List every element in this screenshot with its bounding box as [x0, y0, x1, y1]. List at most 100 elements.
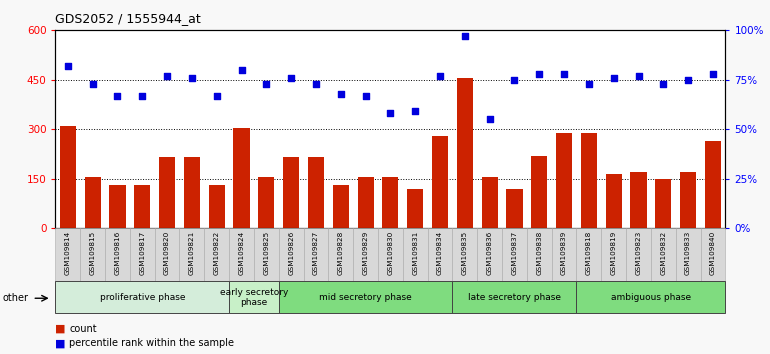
- Bar: [279, 228, 303, 281]
- Text: GSM109828: GSM109828: [338, 230, 343, 275]
- Text: GSM109837: GSM109837: [511, 230, 517, 275]
- Bar: [353, 228, 378, 281]
- Point: [62, 63, 74, 69]
- Bar: [626, 228, 651, 281]
- Text: late secretory phase: late secretory phase: [468, 293, 561, 302]
- Bar: [85, 177, 101, 228]
- Point: [210, 93, 223, 98]
- Bar: [229, 228, 254, 281]
- Point: [434, 73, 446, 79]
- Point: [136, 93, 149, 98]
- Text: GSM109830: GSM109830: [387, 230, 393, 275]
- Bar: [577, 281, 725, 313]
- Point: [335, 91, 347, 96]
- Text: GSM109822: GSM109822: [214, 230, 219, 275]
- Text: count: count: [69, 324, 97, 333]
- Bar: [556, 132, 572, 228]
- Point: [533, 71, 545, 76]
- Bar: [130, 228, 155, 281]
- Bar: [531, 156, 547, 228]
- Point: [112, 93, 124, 98]
- Text: other: other: [2, 293, 28, 303]
- Bar: [378, 228, 403, 281]
- Point: [484, 116, 496, 122]
- Bar: [432, 136, 448, 228]
- Bar: [676, 228, 701, 281]
- Text: GSM109821: GSM109821: [189, 230, 195, 275]
- Text: GSM109816: GSM109816: [115, 230, 120, 275]
- Point: [86, 81, 99, 86]
- Bar: [606, 174, 621, 228]
- Text: GSM109814: GSM109814: [65, 230, 71, 275]
- Point: [608, 75, 620, 80]
- Bar: [60, 126, 76, 228]
- Point: [384, 110, 397, 116]
- Bar: [601, 228, 626, 281]
- Point: [558, 71, 571, 76]
- Text: GSM109825: GSM109825: [263, 230, 270, 275]
- Text: GSM109832: GSM109832: [661, 230, 666, 275]
- Point: [707, 71, 719, 76]
- Point: [161, 73, 173, 79]
- Bar: [457, 78, 473, 228]
- Text: GSM109834: GSM109834: [437, 230, 443, 275]
- Bar: [303, 228, 328, 281]
- Bar: [631, 172, 647, 228]
- Point: [186, 75, 198, 80]
- Text: GSM109827: GSM109827: [313, 230, 319, 275]
- Text: GSM109838: GSM109838: [536, 230, 542, 275]
- Bar: [680, 172, 696, 228]
- Bar: [403, 228, 427, 281]
- Text: GSM109826: GSM109826: [288, 230, 294, 275]
- Bar: [705, 141, 721, 228]
- Bar: [55, 281, 229, 313]
- Point: [360, 93, 372, 98]
- Text: ambiguous phase: ambiguous phase: [611, 293, 691, 302]
- Text: percentile rank within the sample: percentile rank within the sample: [69, 338, 234, 348]
- Text: GSM109835: GSM109835: [462, 230, 468, 275]
- Text: GSM109831: GSM109831: [412, 230, 418, 275]
- Bar: [159, 157, 175, 228]
- Bar: [155, 228, 179, 281]
- Text: GSM109836: GSM109836: [487, 230, 493, 275]
- Point: [236, 67, 248, 73]
- Bar: [357, 177, 373, 228]
- Text: GDS2052 / 1555944_at: GDS2052 / 1555944_at: [55, 12, 201, 25]
- Bar: [233, 127, 249, 228]
- Text: GSM109820: GSM109820: [164, 230, 170, 275]
- Bar: [453, 228, 477, 281]
- Point: [459, 33, 471, 39]
- Bar: [502, 228, 527, 281]
- Bar: [80, 228, 105, 281]
- Bar: [383, 177, 398, 228]
- Point: [657, 81, 669, 86]
- Text: GSM109839: GSM109839: [561, 230, 567, 275]
- Bar: [507, 189, 523, 228]
- Bar: [407, 189, 424, 228]
- Text: mid secretory phase: mid secretory phase: [320, 293, 412, 302]
- Bar: [109, 185, 126, 228]
- Bar: [229, 281, 279, 313]
- Bar: [308, 157, 324, 228]
- Point: [409, 109, 421, 114]
- Point: [632, 73, 644, 79]
- Bar: [209, 185, 225, 228]
- Point: [682, 77, 695, 82]
- Bar: [481, 177, 497, 228]
- Bar: [134, 185, 150, 228]
- Text: GSM109819: GSM109819: [611, 230, 617, 275]
- Bar: [283, 157, 300, 228]
- Text: GSM109824: GSM109824: [239, 230, 245, 275]
- Bar: [577, 228, 601, 281]
- Bar: [204, 228, 229, 281]
- Text: GSM109818: GSM109818: [586, 230, 592, 275]
- Bar: [581, 132, 597, 228]
- Bar: [551, 228, 577, 281]
- Text: GSM109815: GSM109815: [89, 230, 95, 275]
- Point: [508, 77, 521, 82]
- Bar: [279, 281, 453, 313]
- Bar: [254, 228, 279, 281]
- Text: GSM109833: GSM109833: [685, 230, 691, 275]
- Text: GSM109829: GSM109829: [363, 230, 369, 275]
- Bar: [184, 157, 200, 228]
